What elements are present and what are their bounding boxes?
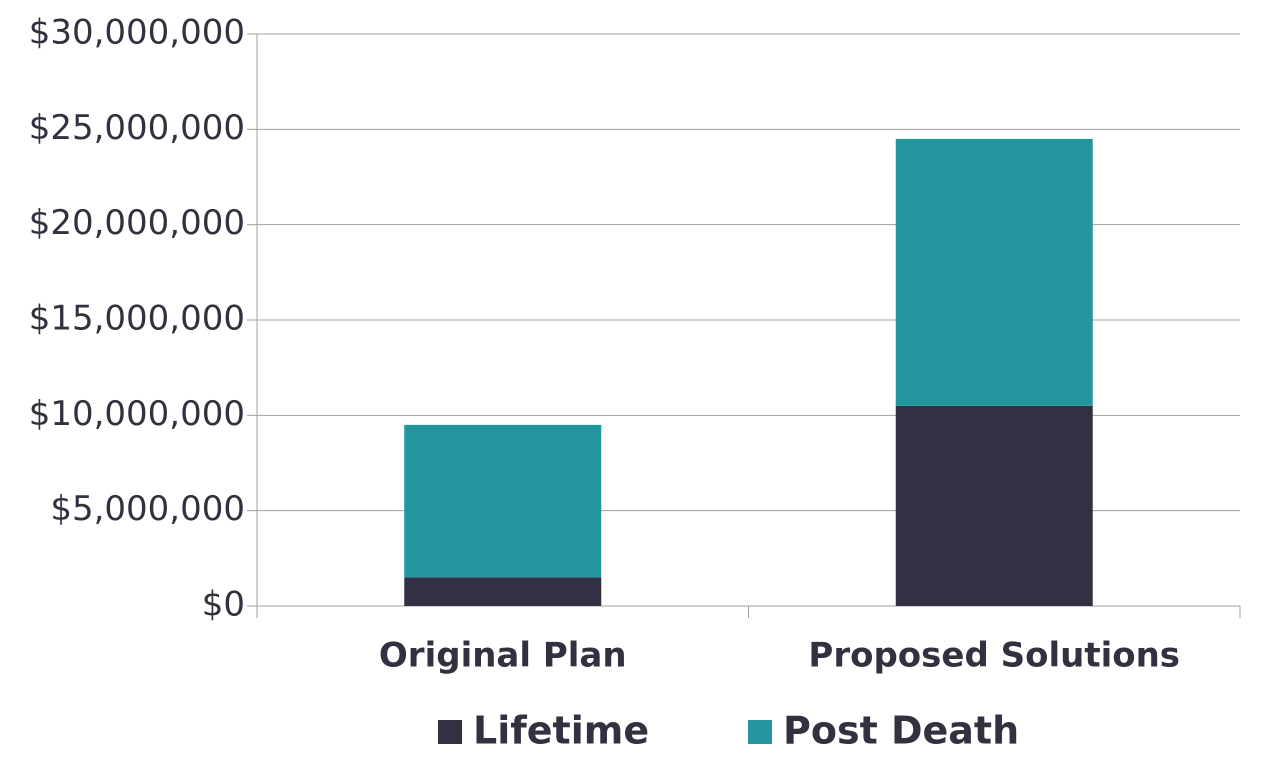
y-tick-label: $10,000,000 — [29, 394, 245, 434]
bar-segment — [404, 424, 602, 578]
bar-segment — [404, 577, 602, 606]
y-tick-label: $20,000,000 — [29, 203, 245, 243]
y-tick-label: $5,000,000 — [50, 489, 245, 529]
legend-swatch — [438, 720, 462, 744]
legend-swatch — [748, 720, 772, 744]
y-tick-label: $0 — [202, 585, 245, 625]
y-tick-label: $15,000,000 — [29, 299, 245, 339]
y-tick-label: $25,000,000 — [29, 108, 245, 148]
x-tick-label: Proposed Solutions — [808, 636, 1180, 676]
legend-label: Lifetime — [473, 709, 649, 753]
x-tick-label: Original Plan — [379, 636, 627, 676]
bar-segment — [895, 138, 1093, 406]
legend-label: Post Death — [783, 709, 1019, 753]
y-tick-label: $30,000,000 — [29, 13, 245, 53]
bar-segment — [895, 405, 1093, 606]
